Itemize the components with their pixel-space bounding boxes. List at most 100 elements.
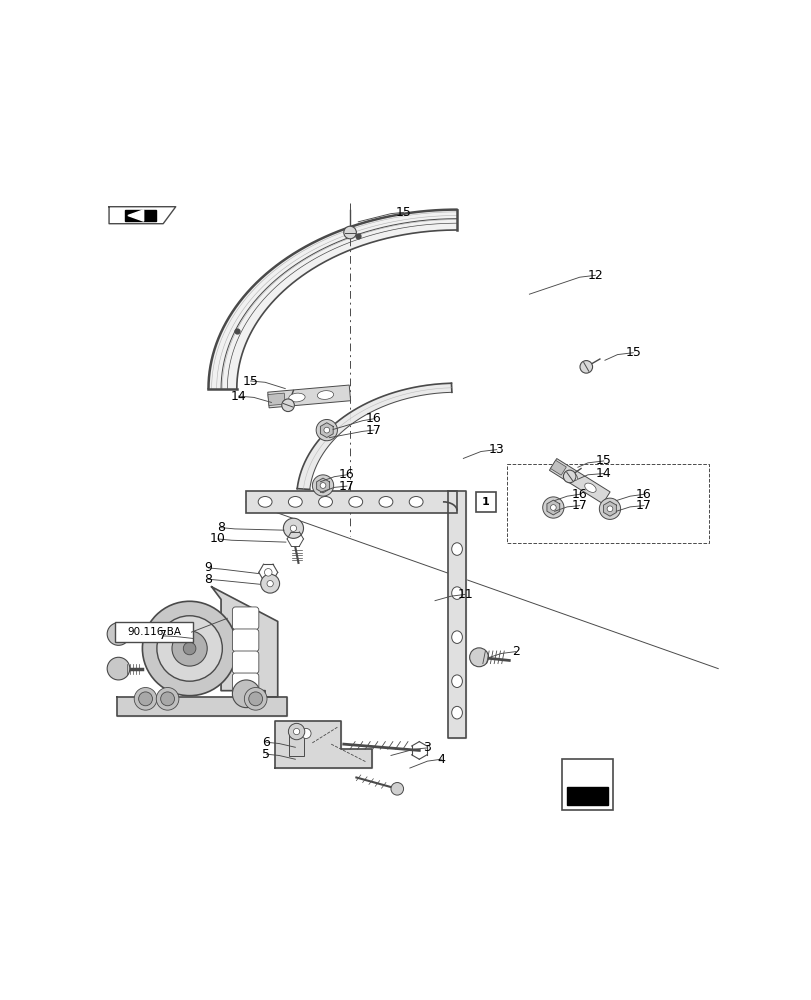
FancyBboxPatch shape [232,651,259,674]
FancyBboxPatch shape [561,759,612,810]
Circle shape [281,399,294,412]
Polygon shape [566,787,607,805]
Circle shape [469,648,488,667]
Circle shape [244,687,267,710]
Circle shape [288,723,304,740]
Circle shape [142,601,237,696]
Ellipse shape [289,393,305,402]
Text: 8: 8 [217,521,225,534]
Bar [268,393,285,405]
Text: 9: 9 [204,561,212,574]
Circle shape [107,623,130,645]
Text: 2: 2 [511,645,519,658]
Circle shape [563,470,575,483]
Text: 10: 10 [210,532,225,545]
Text: 15: 15 [595,454,611,467]
Polygon shape [109,207,175,224]
Circle shape [264,569,272,576]
Circle shape [320,483,325,488]
Circle shape [107,657,130,680]
Bar [268,385,350,408]
Circle shape [134,687,157,710]
Circle shape [183,642,195,655]
Circle shape [599,498,620,519]
Ellipse shape [451,706,461,719]
Circle shape [607,506,612,512]
Polygon shape [573,766,604,776]
Ellipse shape [317,391,333,399]
FancyBboxPatch shape [115,622,193,642]
Text: 16: 16 [571,488,587,501]
Ellipse shape [451,587,461,599]
Ellipse shape [451,543,461,555]
Text: 16: 16 [339,468,354,481]
Circle shape [550,505,556,510]
Circle shape [139,692,152,706]
Circle shape [283,518,303,538]
Circle shape [343,226,356,239]
Text: 1: 1 [482,497,489,507]
Polygon shape [117,697,287,716]
Text: 16: 16 [366,412,381,425]
Text: 8: 8 [204,573,212,586]
Polygon shape [212,587,277,697]
Polygon shape [208,210,457,389]
Bar [549,459,609,504]
Ellipse shape [565,471,577,481]
Ellipse shape [451,675,461,687]
FancyBboxPatch shape [246,491,457,513]
Text: 12: 12 [587,269,603,282]
FancyBboxPatch shape [232,673,259,696]
Ellipse shape [318,497,332,507]
Ellipse shape [584,483,595,492]
Text: 15: 15 [242,375,258,388]
Text: 7: 7 [158,629,166,642]
Circle shape [579,361,592,373]
Polygon shape [274,721,371,768]
Circle shape [315,419,337,441]
Bar [550,460,565,475]
Polygon shape [448,491,466,738]
Circle shape [324,427,329,433]
Text: 15: 15 [624,346,641,359]
Circle shape [156,687,178,710]
Text: 14: 14 [230,390,247,403]
Ellipse shape [451,631,461,643]
Circle shape [267,581,273,587]
Text: 11: 11 [457,588,473,601]
FancyBboxPatch shape [475,492,496,512]
Ellipse shape [409,497,423,507]
Polygon shape [320,423,333,437]
Text: 17: 17 [571,499,587,512]
Circle shape [232,680,260,708]
Circle shape [161,692,174,706]
Circle shape [172,631,207,666]
Circle shape [293,728,299,735]
Polygon shape [297,383,452,489]
Polygon shape [128,210,144,221]
Ellipse shape [288,497,302,507]
Circle shape [290,525,296,531]
Text: 17: 17 [635,499,651,512]
Polygon shape [125,210,156,221]
Circle shape [542,497,564,518]
Text: 5: 5 [262,748,270,761]
Circle shape [157,616,222,681]
Ellipse shape [258,497,272,507]
Text: 17: 17 [366,424,381,437]
Text: 4: 4 [437,753,444,766]
FancyBboxPatch shape [232,629,259,652]
Circle shape [312,475,333,496]
FancyBboxPatch shape [232,607,259,630]
Ellipse shape [349,497,363,507]
Text: 6: 6 [262,736,270,749]
Text: 13: 13 [488,443,504,456]
FancyBboxPatch shape [289,733,304,756]
Circle shape [260,574,279,593]
Text: 16: 16 [635,488,651,501]
Ellipse shape [379,497,393,507]
Text: 3: 3 [423,741,431,754]
Text: 90.116.BA: 90.116.BA [127,627,181,637]
Circle shape [301,728,311,738]
Circle shape [391,783,403,795]
